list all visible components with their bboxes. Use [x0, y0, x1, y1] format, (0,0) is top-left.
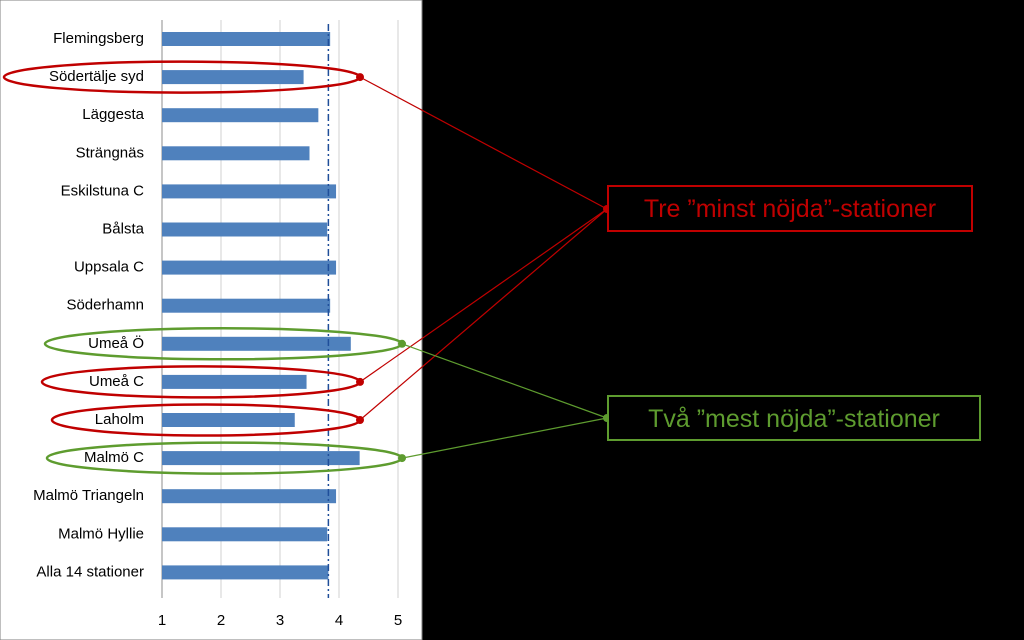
- category-label: Strängnäs: [76, 144, 144, 161]
- bar: [162, 146, 310, 161]
- category-label: Bålsta: [102, 220, 144, 237]
- most-satisfied-connector: [401, 343, 608, 419]
- x-axis-ticks: 1 2 3 4 5: [158, 612, 402, 629]
- category-label: Malmö C: [84, 449, 144, 466]
- bar: [162, 489, 337, 504]
- category-label: Söderhamn: [66, 297, 144, 314]
- least-satisfied-connector: [359, 208, 608, 421]
- x-tick-label: 5: [394, 612, 402, 629]
- bar: [162, 108, 319, 123]
- category-label: Laholm: [95, 411, 144, 428]
- category-label: Malmö Triangeln: [33, 487, 144, 504]
- x-tick-label: 4: [335, 612, 343, 629]
- category-label: Umeå Ö: [88, 334, 144, 352]
- x-tick-label: 3: [276, 612, 284, 629]
- bar: [162, 70, 304, 85]
- category-label: Södertälje syd: [49, 68, 144, 85]
- least-satisfied-callout: Tre ”minst nöjda”-stationer: [607, 185, 973, 232]
- bar: [162, 184, 337, 199]
- bar: [162, 260, 337, 275]
- least-satisfied-marker: [356, 416, 364, 424]
- most-satisfied-connector: [401, 417, 608, 459]
- bar: [162, 336, 351, 351]
- bar: [162, 222, 328, 237]
- category-label: Malmö Hyllie: [58, 525, 144, 542]
- least-satisfied-connector: [359, 76, 608, 210]
- category-label: Umeå C: [89, 373, 144, 390]
- least-satisfied-marker: [356, 73, 364, 82]
- callout-connectors: [2, 60, 611, 475]
- bar: [162, 527, 328, 542]
- bar: [162, 413, 295, 427]
- most-satisfied-callout: Två ”mest nöjda”-stationer: [607, 395, 981, 441]
- category-label: Uppsala C: [74, 259, 144, 276]
- bar: [162, 298, 331, 313]
- least-satisfied-marker: [356, 377, 364, 386]
- bars: [162, 32, 360, 580]
- most-satisfied-marker: [398, 339, 406, 348]
- x-tick-label: 1: [158, 612, 166, 629]
- bar: [162, 374, 307, 389]
- least-satisfied-connector: [359, 208, 608, 383]
- bar: [162, 451, 360, 466]
- category-label: Alla 14 stationer: [36, 563, 144, 580]
- category-label: Eskilstuna C: [61, 182, 145, 199]
- x-tick-label: 2: [217, 612, 225, 629]
- category-label: Läggesta: [82, 106, 144, 123]
- most-satisfied-marker: [398, 454, 406, 463]
- category-label: Flemingsberg: [53, 30, 144, 47]
- bar: [162, 32, 331, 46]
- category-labels: Flemingsberg Södertälje syd Läggesta Sträng…: [33, 30, 145, 580]
- chart-panel: [0, 0, 423, 640]
- bar: [162, 565, 329, 580]
